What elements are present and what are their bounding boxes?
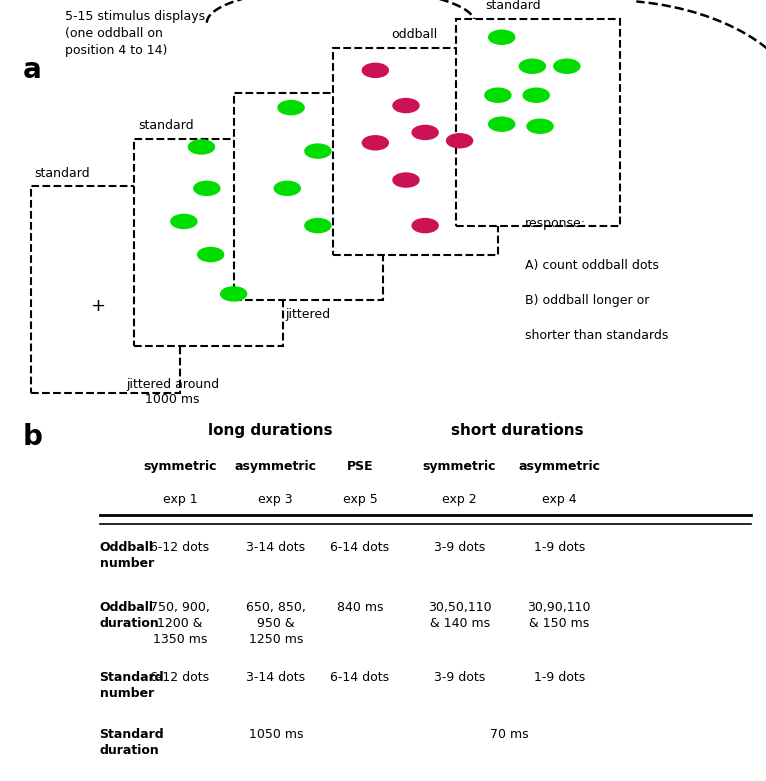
- Circle shape: [519, 59, 545, 73]
- Circle shape: [447, 134, 473, 148]
- Text: short durations: short durations: [450, 423, 584, 438]
- Text: b: b: [23, 423, 43, 451]
- Text: 1-9 dots: 1-9 dots: [534, 540, 584, 554]
- Text: standard: standard: [138, 119, 194, 133]
- Circle shape: [198, 248, 224, 262]
- Circle shape: [362, 63, 388, 77]
- Text: standard: standard: [34, 167, 90, 180]
- Text: 840 ms: 840 ms: [337, 601, 383, 614]
- Text: 30,90,110
& 150 ms: 30,90,110 & 150 ms: [528, 601, 591, 630]
- Text: jittered: jittered: [286, 308, 331, 321]
- Text: symmetric: symmetric: [423, 460, 496, 473]
- Text: A) count oddball dots: A) count oddball dots: [525, 259, 659, 272]
- Circle shape: [527, 119, 553, 134]
- Text: Standard
duration: Standard duration: [100, 728, 164, 757]
- Text: 6-14 dots: 6-14 dots: [330, 540, 390, 554]
- Circle shape: [485, 88, 511, 102]
- Text: asymmetric: asymmetric: [234, 460, 317, 473]
- Circle shape: [393, 173, 419, 187]
- Text: a: a: [23, 56, 41, 84]
- Text: 3-14 dots: 3-14 dots: [246, 671, 306, 684]
- Bar: [456, 19, 620, 226]
- Text: +: +: [90, 298, 106, 316]
- Text: 6-14 dots: 6-14 dots: [330, 671, 390, 684]
- Text: Standard
number: Standard number: [100, 671, 164, 700]
- Text: PSE: PSE: [347, 460, 373, 473]
- Text: response:: response:: [525, 217, 586, 230]
- Circle shape: [194, 181, 220, 195]
- Text: 650, 850,
950 &
1250 ms: 650, 850, 950 & 1250 ms: [246, 601, 306, 646]
- Text: standard: standard: [486, 0, 542, 12]
- Circle shape: [362, 136, 388, 150]
- Text: shorter than standards: shorter than standards: [525, 329, 668, 342]
- Circle shape: [274, 181, 300, 195]
- Text: exp 4: exp 4: [542, 493, 577, 506]
- Text: exp 2: exp 2: [442, 493, 477, 506]
- Circle shape: [278, 101, 304, 115]
- Bar: [31, 187, 180, 394]
- Text: 6-12 dots: 6-12 dots: [150, 540, 210, 554]
- Circle shape: [554, 59, 580, 73]
- Circle shape: [221, 287, 247, 301]
- Text: asymmetric: asymmetric: [518, 460, 601, 473]
- Text: B) oddball longer or: B) oddball longer or: [525, 294, 649, 307]
- Text: exp 3: exp 3: [258, 493, 293, 506]
- Text: 3-9 dots: 3-9 dots: [434, 540, 485, 554]
- Circle shape: [412, 126, 438, 140]
- Text: exp 1: exp 1: [162, 493, 198, 506]
- Circle shape: [393, 98, 419, 112]
- Circle shape: [171, 215, 197, 229]
- Text: 1050 ms: 1050 ms: [248, 728, 303, 740]
- Circle shape: [412, 219, 438, 233]
- Text: oddball: oddball: [391, 28, 437, 41]
- Text: symmetric: symmetric: [143, 460, 217, 473]
- Text: 750, 900,
1200 &
1350 ms: 750, 900, 1200 & 1350 ms: [150, 601, 210, 646]
- Text: Oddball
number: Oddball number: [100, 540, 154, 569]
- Text: long durations: long durations: [208, 423, 332, 438]
- Circle shape: [305, 219, 331, 233]
- Text: 1-9 dots: 1-9 dots: [534, 671, 584, 684]
- Text: 6-12 dots: 6-12 dots: [150, 671, 210, 684]
- Text: 3-14 dots: 3-14 dots: [246, 540, 306, 554]
- Text: jittered around
1000 ms: jittered around 1000 ms: [126, 378, 219, 405]
- Text: 5-15 stimulus displays
(one oddball on
position 4 to 14): 5-15 stimulus displays (one oddball on p…: [65, 10, 205, 57]
- Circle shape: [523, 88, 549, 102]
- Text: exp 5: exp 5: [342, 493, 378, 506]
- Circle shape: [489, 30, 515, 45]
- Text: 30,50,110
& 140 ms: 30,50,110 & 140 ms: [427, 601, 492, 630]
- Circle shape: [305, 144, 331, 158]
- Text: 3-9 dots: 3-9 dots: [434, 671, 485, 684]
- Text: Oddball
duration: Oddball duration: [100, 601, 159, 630]
- Circle shape: [188, 140, 214, 154]
- Bar: [234, 93, 383, 300]
- Bar: [134, 139, 283, 346]
- Bar: [333, 48, 498, 255]
- Text: 70 ms: 70 ms: [490, 728, 529, 740]
- Circle shape: [489, 117, 515, 131]
